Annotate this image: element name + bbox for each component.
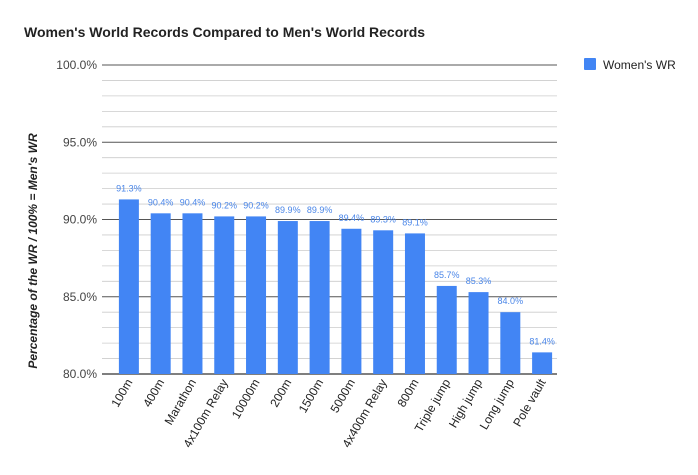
grid-lines [102, 64, 557, 375]
chart-title: Women's World Records Compared to Men's … [24, 24, 425, 40]
y-tick-label: 80.0% [63, 367, 97, 381]
y-tick-label: 90.0% [63, 213, 97, 227]
data-label: 91.3% [116, 183, 142, 193]
legend-swatch [584, 58, 596, 70]
data-labels: 91.3% 90.4% 90.4% 90.2% 90.2% 89.9% 89.9% 89.4%… [116, 183, 555, 346]
y-tick-label: 85.0% [63, 290, 97, 304]
y-axis-ticks: 80.0% 85.0% 90.0% 95.0% 100.0% [56, 58, 97, 381]
bar [468, 292, 489, 374]
data-label: 89.9% [275, 205, 301, 215]
bar [246, 216, 267, 374]
bar [532, 352, 553, 374]
x-tick-label: 5000m [328, 377, 358, 416]
bar [436, 285, 457, 374]
legend: Women's WR [584, 58, 676, 72]
x-tick-label: 100m [108, 377, 135, 410]
data-label: 84.0% [498, 296, 524, 306]
bar [309, 221, 330, 374]
data-label: 90.4% [148, 197, 174, 207]
y-tick-label: 95.0% [63, 135, 97, 149]
bar [500, 312, 521, 374]
data-label: 89.1% [402, 217, 428, 227]
bar [373, 230, 394, 374]
data-label: 89.3% [370, 214, 396, 224]
data-label: 81.4% [529, 336, 555, 346]
x-tick-label: 400m [140, 377, 167, 410]
data-label: 90.2% [211, 200, 237, 210]
x-tick-label: 1500m [296, 377, 326, 416]
data-label: 85.7% [434, 270, 460, 280]
data-label: 90.4% [180, 197, 206, 207]
x-tick-label: 200m [267, 377, 294, 410]
legend-label: Women's WR [603, 58, 676, 72]
bar [118, 199, 139, 374]
bar [214, 216, 235, 374]
data-label: 85.3% [466, 276, 492, 286]
bar [404, 233, 425, 374]
x-tick-label: 800m [394, 377, 421, 410]
bars [118, 199, 553, 374]
bar [277, 221, 298, 374]
bar [150, 213, 171, 374]
bar [341, 228, 362, 374]
data-label: 89.9% [307, 205, 333, 215]
x-tick-label: 10000m [229, 377, 263, 422]
data-label: 89.4% [339, 213, 365, 223]
y-tick-label: 100.0% [56, 58, 97, 72]
bar [182, 213, 203, 374]
y-axis-label: Percentage of the WR / 100% = Men's WR [26, 133, 40, 369]
data-label: 90.2% [243, 200, 269, 210]
